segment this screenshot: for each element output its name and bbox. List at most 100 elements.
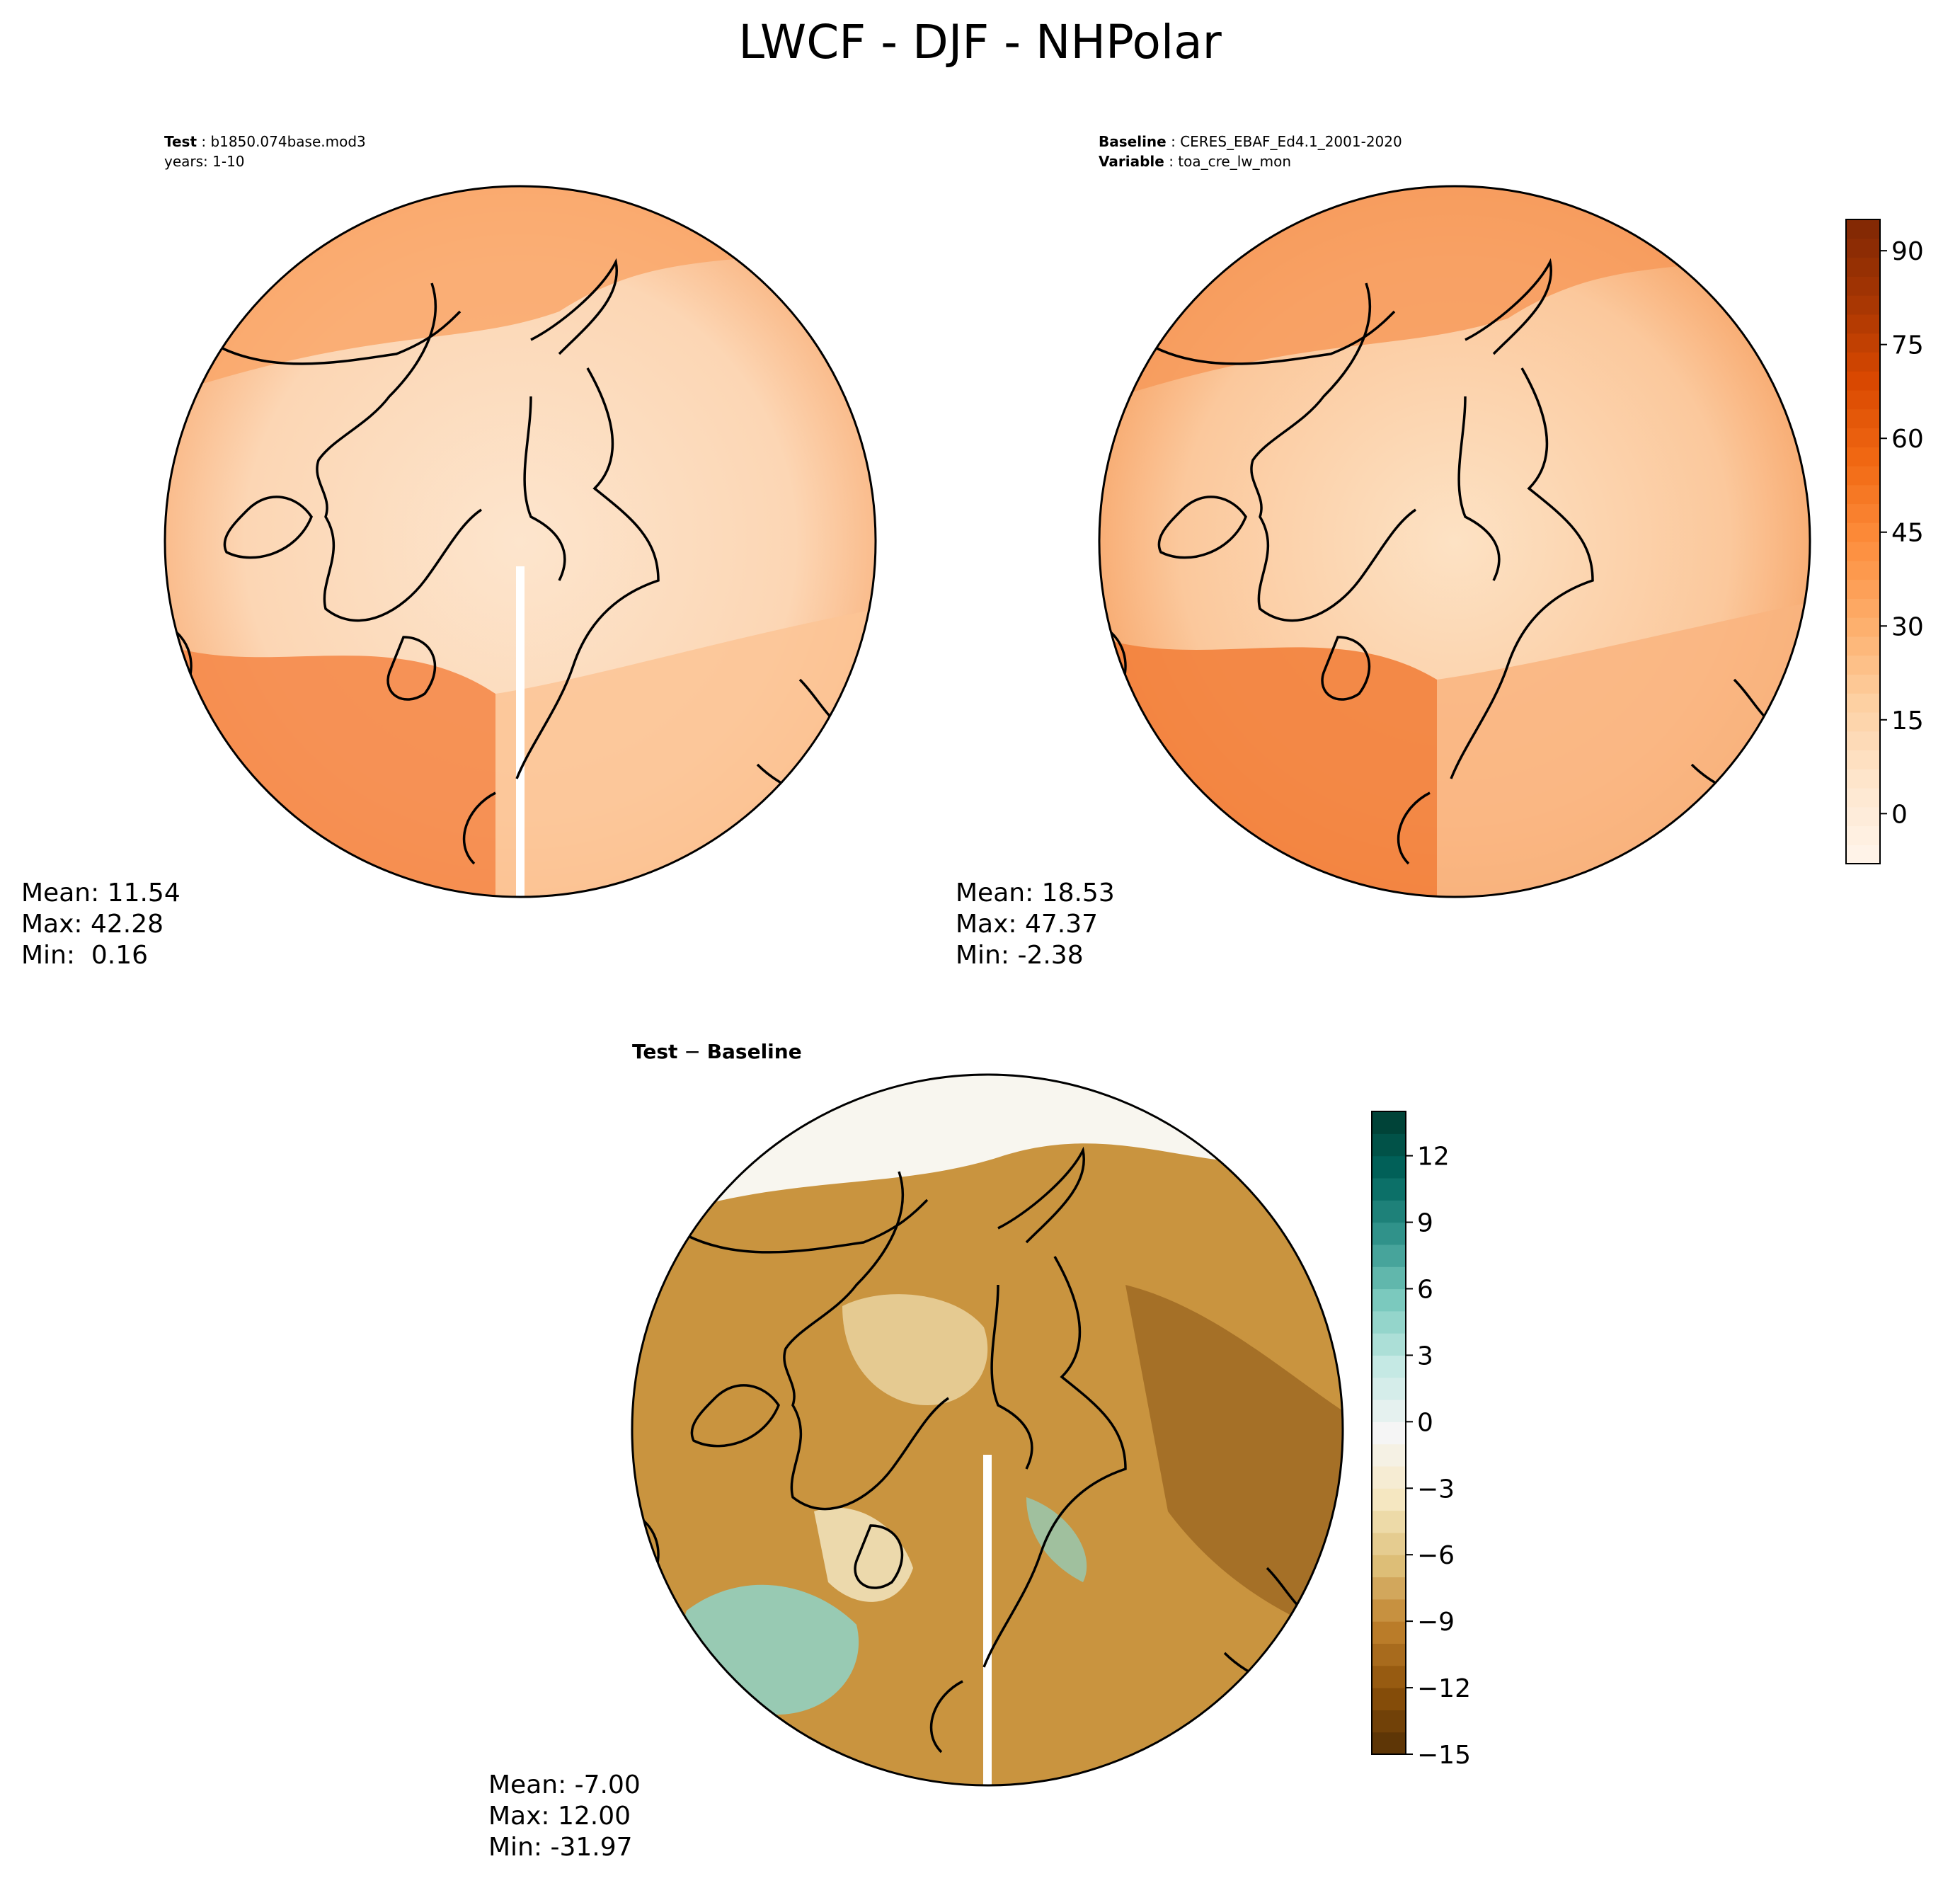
main-colorbar-segment: [1846, 371, 1880, 391]
main-colorbar-segment: [1846, 503, 1880, 523]
diff-colorbar-tick-label: −9: [1417, 1608, 1455, 1637]
main-colorbar-tick-label: 90: [1891, 237, 1924, 266]
diff-seam: [983, 1455, 992, 1785]
test-stat-mean: Mean: 11.54: [21, 879, 180, 908]
diff-colorbar-segment: [1372, 1244, 1406, 1267]
test-label-key: Test: [164, 133, 197, 150]
main-colorbar-segment: [1846, 825, 1880, 845]
main-colorbar-segment: [1846, 522, 1880, 542]
diff-colorbar-segment: [1372, 1688, 1406, 1710]
diff-label-baseline: Baseline: [706, 1040, 802, 1063]
diff-colorbar-segment: [1372, 1377, 1406, 1400]
baseline-field-south: [1099, 637, 1437, 897]
diff-colorbar-segment: [1372, 1155, 1406, 1179]
main-colorbar-tick-label: 60: [1891, 425, 1924, 454]
diff-colorbar-tick-label: 9: [1417, 1209, 1433, 1238]
main-colorbar-segment: [1846, 674, 1880, 694]
diff-colorbar-segment: [1372, 1133, 1406, 1157]
main-colorbar-segment: [1846, 333, 1880, 353]
baseline-stat-max: Max: 47.37: [956, 910, 1099, 939]
test-map-boundary: [164, 185, 877, 898]
diff-colorbar-segment: [1372, 1555, 1406, 1578]
diff-colorbar-tick-label: −6: [1417, 1541, 1455, 1570]
main-colorbar-segment: [1846, 693, 1880, 713]
diff-colorbar-tick-label: −12: [1417, 1674, 1471, 1703]
main-colorbar-segment: [1846, 389, 1880, 410]
baseline-label-key: Baseline: [1099, 133, 1167, 150]
main-colorbar-segment: [1846, 617, 1880, 637]
diff-colorbar-segment: [1372, 1598, 1406, 1622]
main-colorbar-segment: [1846, 257, 1880, 277]
baseline-map: [1098, 185, 1811, 898]
main-colorbar-segment: [1846, 731, 1880, 751]
main-colorbar-segment: [1846, 598, 1880, 618]
test-map: [164, 185, 877, 898]
diff-field-central-light: [842, 1294, 988, 1405]
test-field-south: [165, 644, 495, 897]
diff-colorbar-segment: [1372, 1710, 1406, 1733]
test-seam: [516, 566, 525, 897]
diff-colorbar: 12 9 6 3 0 −3 −6 −9 −12 −15: [1371, 1111, 1471, 1770]
main-colorbar-segment: [1846, 711, 1880, 732]
diff-colorbar-segment: [1372, 1643, 1406, 1666]
diff-label-op: −: [677, 1040, 707, 1063]
diff-colorbar-segment: [1372, 1177, 1406, 1201]
main-colorbar-tick-label: 30: [1891, 612, 1924, 641]
diff-colorbar-segment: [1372, 1510, 1406, 1533]
diff-field-center-teal: [1026, 1497, 1087, 1582]
baseline-variable-value: toa_cre_lw_mon: [1178, 153, 1292, 170]
diff-colorbar-tick-label: 3: [1417, 1341, 1433, 1371]
diff-colorbar-tick-label: 6: [1417, 1275, 1433, 1304]
diff-colorbar-tick-label: 0: [1417, 1408, 1433, 1437]
diff-stat-min: Min: -31.97: [488, 1833, 633, 1862]
diff-colorbar-segment: [1372, 1310, 1406, 1334]
test-label-value: b1850.074base.mod3: [210, 133, 366, 150]
diff-stats: Mean: -7.00 Max: 12.00 Min: -31.97: [488, 1770, 641, 1863]
diff-colorbar-segment: [1372, 1400, 1406, 1422]
main-colorbar-segment: [1846, 352, 1880, 372]
main-colorbar-segment: [1846, 579, 1880, 599]
diff-colorbar-frame: [1371, 1111, 1406, 1755]
main-colorbar-tick-label: 45: [1891, 519, 1924, 548]
main-colorbar-frame: [1845, 219, 1881, 864]
diff-field-east-dark: [1125, 1285, 1343, 1639]
baseline-stats: Mean: 18.53 Max: 47.37 Min: -2.38: [956, 878, 1115, 971]
main-colorbar-tick-label: 15: [1891, 706, 1924, 736]
test-stat-max: Max: 42.28: [21, 910, 164, 939]
diff-colorbar-segment: [1372, 1421, 1406, 1445]
baseline-panel-label: Baseline : CERES_EBAF_Ed4.1_2001-2020 Va…: [1099, 133, 1402, 170]
main-colorbar-segment: [1846, 484, 1880, 505]
main-colorbar-segment: [1846, 542, 1880, 561]
test-panel-label: Test : b1850.074base.mod3 years: 1-10: [164, 133, 366, 170]
diff-colorbar-segment: [1372, 1465, 1406, 1489]
diff-colorbar-tick-label: −3: [1417, 1475, 1455, 1504]
main-colorbar-segment: [1846, 408, 1880, 429]
main-colorbar-segment: [1846, 238, 1880, 258]
main-colorbar-segment: [1846, 314, 1880, 334]
baseline-variable-key: Variable: [1099, 153, 1164, 170]
main-colorbar-segment: [1846, 636, 1880, 656]
diff-coastlines: [632, 1146, 1304, 1753]
diff-colorbar-segment: [1372, 1443, 1406, 1467]
diff-colorbar-segment: [1372, 1577, 1406, 1600]
main-colorbar-segment: [1846, 845, 1880, 864]
diff-colorbar-segment: [1372, 1333, 1406, 1356]
diff-label-test: Test: [632, 1040, 678, 1063]
main-colorbar-segment: [1846, 428, 1880, 447]
baseline-stat-mean: Mean: 18.53: [956, 879, 1115, 908]
main-colorbar: 90 75 60 45 30 15 0: [1845, 219, 1924, 864]
diff-colorbar-segment: [1372, 1732, 1406, 1755]
baseline-map-boundary: [1098, 185, 1811, 898]
baseline-field-north: [1099, 186, 1810, 404]
diff-colorbar-segment: [1372, 1288, 1406, 1312]
diff-panel-label: Test − Baseline: [632, 1039, 802, 1065]
test-years-label: years: 1-10: [164, 153, 245, 170]
diff-map: [631, 1073, 1344, 1787]
diff-colorbar-segment: [1372, 1355, 1406, 1378]
main-colorbar-segment: [1846, 465, 1880, 486]
test-stats: Mean: 11.54 Max: 42.28 Min: 0.16: [21, 878, 180, 971]
test-stat-min: Min: 0.16: [21, 941, 149, 970]
main-colorbar-segment: [1846, 806, 1880, 827]
main-colorbar-segment: [1846, 769, 1880, 789]
